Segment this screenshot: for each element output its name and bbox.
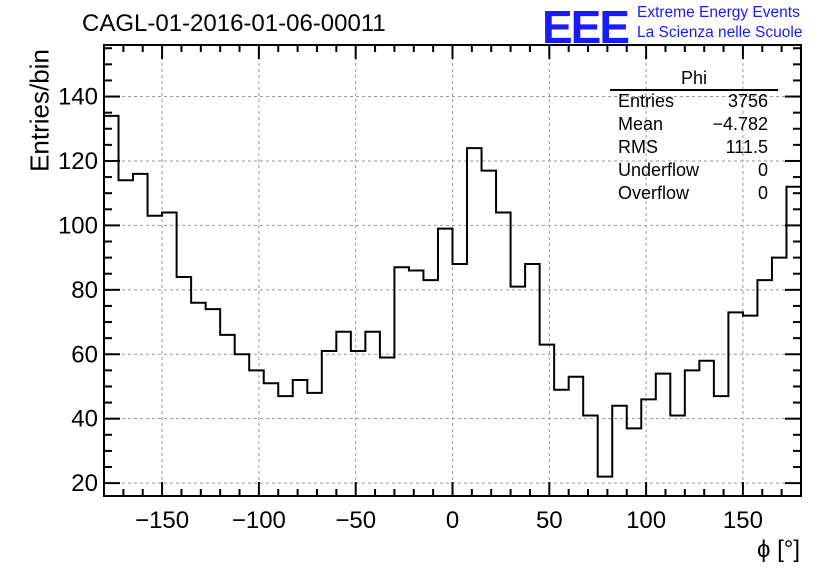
plot-frame <box>103 44 802 497</box>
y-tick-label: 120 <box>58 148 98 175</box>
stats-key: RMS <box>618 137 658 157</box>
x-axis-label: ϕ [°] <box>756 536 800 563</box>
axis-ticks <box>103 45 802 496</box>
y-axis-label: Entries/bin <box>24 49 55 172</box>
stats-key: Underflow <box>618 160 700 180</box>
x-tick-label: −150 <box>135 507 189 534</box>
stats-divider <box>610 89 778 91</box>
tick-labels: −150 −100 −50 0 50 100 150 20 40 60 80 100 120 140 <box>58 84 763 534</box>
y-tick-label: 100 <box>58 212 98 239</box>
eee-logo: EEE <box>542 1 630 53</box>
stats-value: 0 <box>757 183 768 203</box>
y-tick-label: 140 <box>58 84 98 111</box>
stats-key: Mean <box>618 114 664 134</box>
stats-box: Phi Entries 3756 Mean −4.782 RMS 111.5 U… <box>610 68 778 206</box>
plot-title: CAGL-01-2016-01-06-00011 <box>82 10 386 37</box>
stats-value: 111.5 <box>725 137 768 157</box>
stats-key: Overflow <box>618 183 690 203</box>
stats-title: Phi <box>680 68 707 88</box>
x-tick-label: 150 <box>723 507 763 534</box>
histogram-step-line <box>104 114 801 478</box>
logo-line-2: La Scienza nelle Scuole <box>637 24 803 41</box>
stats-value: −4.782 <box>712 114 768 134</box>
logo-line-1: Extreme Energy Events <box>637 4 800 21</box>
grid-lines <box>104 45 801 496</box>
x-tick-label: 50 <box>536 507 563 534</box>
y-tick-label: 80 <box>71 277 98 304</box>
y-tick-label: 40 <box>71 406 98 433</box>
x-tick-label: 0 <box>446 507 459 534</box>
y-tick-label: 60 <box>71 341 98 368</box>
stats-row: Mean −4.782 <box>610 114 778 137</box>
x-tick-label: 100 <box>626 507 666 534</box>
y-tick-label: 20 <box>71 470 98 497</box>
x-tick-label: −100 <box>232 507 286 534</box>
stats-value: 3756 <box>727 91 768 111</box>
stats-row: RMS 111.5 <box>610 137 778 160</box>
x-tick-label: −50 <box>335 507 376 534</box>
stats-value: 0 <box>757 160 768 180</box>
stats-row: Entries 3756 <box>610 91 778 114</box>
stats-key: Entries <box>618 91 675 111</box>
stats-row: Underflow 0 <box>610 160 778 183</box>
stats-row: Overflow 0 <box>610 183 778 206</box>
